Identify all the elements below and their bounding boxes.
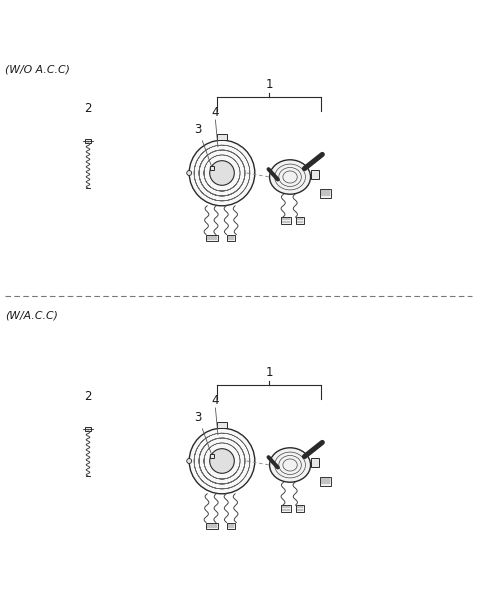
Bar [206,234,218,241]
Ellipse shape [270,448,311,482]
Bar [227,522,235,529]
Text: 2: 2 [84,390,92,403]
Bar [311,458,319,466]
Circle shape [210,161,234,185]
Bar [217,134,227,140]
Circle shape [189,428,255,494]
Text: 4: 4 [212,106,219,119]
Bar [217,422,227,428]
Bar [296,505,303,512]
Bar [281,505,291,512]
Text: 3: 3 [194,123,201,136]
Ellipse shape [270,160,311,194]
Bar [210,455,214,458]
Circle shape [189,140,255,206]
Circle shape [210,166,214,170]
Bar [320,477,331,486]
Bar [206,522,218,529]
Circle shape [187,171,192,176]
Circle shape [210,454,214,458]
Text: 3: 3 [194,411,201,424]
Bar [227,234,235,241]
Circle shape [210,449,234,473]
Bar [320,189,331,198]
Text: 1: 1 [265,78,273,91]
Bar [311,170,319,178]
Bar [296,217,303,224]
Text: 4: 4 [212,394,219,407]
Text: 1: 1 [265,366,273,379]
Text: (W/O A.C.C): (W/O A.C.C) [5,65,70,75]
Text: (W/A.C.C): (W/A.C.C) [5,310,58,320]
Bar [210,167,214,170]
Bar [85,427,91,431]
Circle shape [187,459,192,464]
Text: 2: 2 [84,102,92,115]
Bar [281,217,291,224]
Bar [85,139,91,143]
